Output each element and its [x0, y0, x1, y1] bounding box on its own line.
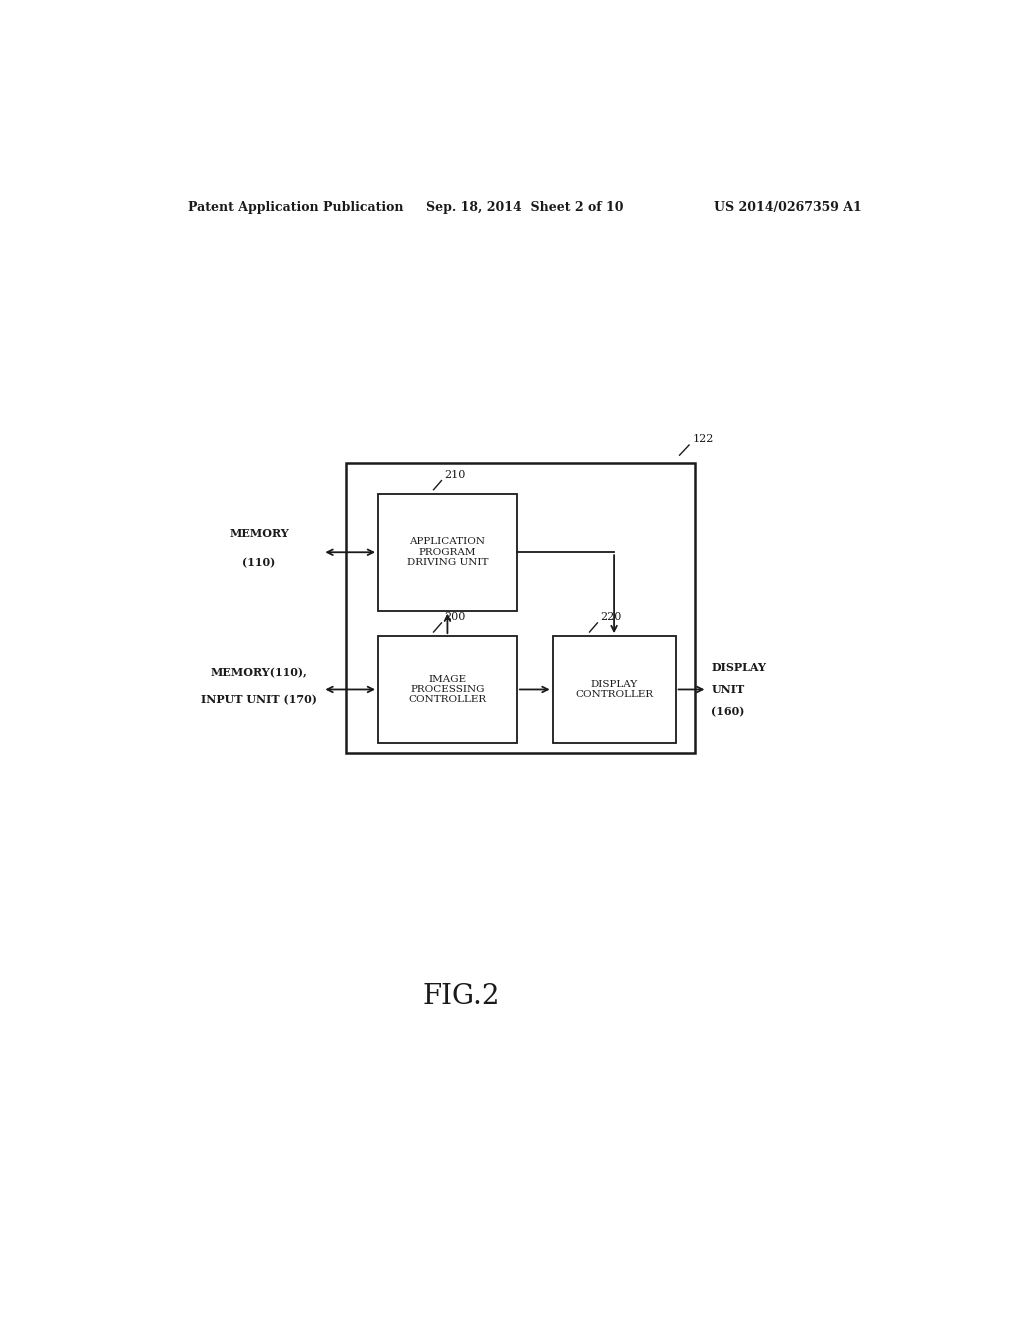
Bar	[346, 463, 695, 752]
Text: US 2014/0267359 A1: US 2014/0267359 A1	[715, 201, 862, 214]
Text: (160): (160)	[712, 706, 744, 717]
Text: MEMORY(110),: MEMORY(110),	[211, 668, 307, 678]
Text: 210: 210	[444, 470, 466, 479]
Text: 122: 122	[692, 434, 714, 444]
Text: APPLICATION
PROGRAM
DRIVING UNIT: APPLICATION PROGRAM DRIVING UNIT	[407, 537, 488, 568]
Bar	[378, 494, 517, 611]
Bar	[553, 636, 676, 743]
Text: DISPLAY: DISPLAY	[712, 661, 766, 673]
Text: INPUT UNIT (170): INPUT UNIT (170)	[201, 694, 316, 705]
Text: 200: 200	[444, 612, 466, 622]
Text: MEMORY: MEMORY	[229, 528, 289, 540]
Text: Patent Application Publication: Patent Application Publication	[187, 201, 403, 214]
Text: DISPLAY
CONTROLLER: DISPLAY CONTROLLER	[575, 680, 653, 700]
Text: 220: 220	[601, 612, 622, 622]
Text: (110): (110)	[243, 557, 275, 568]
Text: IMAGE
PROCESSING
CONTROLLER: IMAGE PROCESSING CONTROLLER	[409, 675, 486, 705]
Text: Sep. 18, 2014  Sheet 2 of 10: Sep. 18, 2014 Sheet 2 of 10	[426, 201, 624, 214]
Text: FIG.2: FIG.2	[423, 983, 500, 1010]
Bar	[378, 636, 517, 743]
Text: UNIT: UNIT	[712, 684, 744, 694]
